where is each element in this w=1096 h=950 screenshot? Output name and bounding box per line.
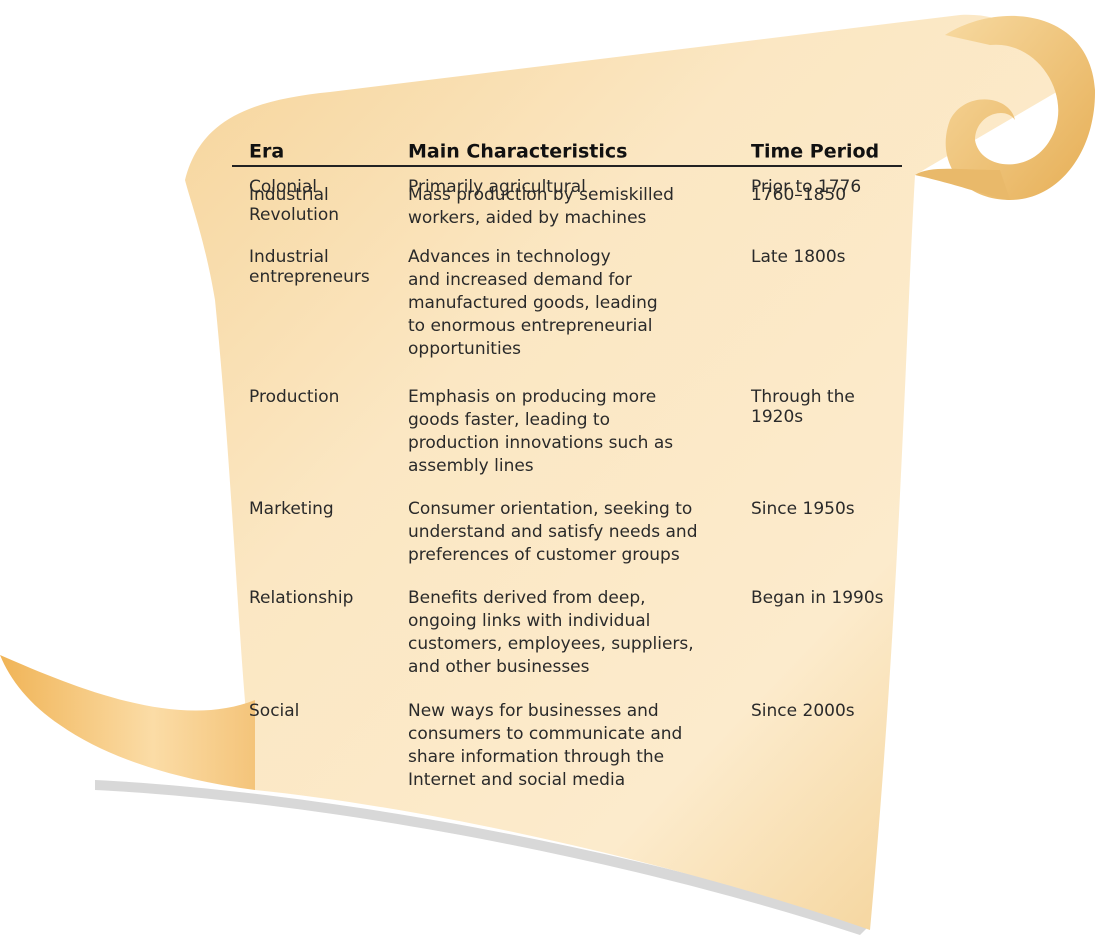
era-text: entrepreneurs xyxy=(249,267,370,287)
characteristics-text: Consumer orientation, seeking to xyxy=(408,499,692,519)
era-text: Production xyxy=(249,387,339,407)
header-cell: Main Characteristics xyxy=(408,141,627,163)
period-text: 1920s xyxy=(751,407,803,427)
characteristics-text: Advances in technology xyxy=(408,247,611,267)
period-text: Late 1800s xyxy=(751,247,846,267)
era-text: Colonial xyxy=(249,177,317,197)
characteristics-text: assembly lines xyxy=(408,456,534,476)
period-text: Since 2000s xyxy=(751,701,855,721)
period-text: Prior to 1776 xyxy=(751,177,861,197)
top-curl xyxy=(945,15,1096,201)
characteristics-text: Benefits derived from deep, xyxy=(408,588,646,608)
characteristics-text: New ways for businesses and xyxy=(408,701,659,721)
era-text: Industrial xyxy=(249,247,329,267)
characteristics-text: understand and satisfy needs and xyxy=(408,522,697,542)
characteristics-text: and other businesses xyxy=(408,657,590,677)
characteristics-text: Emphasis on producing more xyxy=(408,387,656,407)
scroll xyxy=(0,14,1096,935)
era-text: Revolution xyxy=(249,205,339,225)
period-text: Since 1950s xyxy=(751,499,855,519)
header-cell: Time Period xyxy=(751,141,879,163)
period-text: Began in 1990s xyxy=(751,588,884,608)
era-text: Industrial xyxy=(249,185,329,205)
characteristics-text: opportunities xyxy=(408,339,521,359)
characteristics-text: preferences of customer groups xyxy=(408,545,680,565)
characteristics-text: manufactured goods, leading xyxy=(408,293,658,313)
period-text: Through the xyxy=(750,387,855,407)
characteristics-text: production innovations such as xyxy=(408,433,673,453)
characteristics-text: ongoing links with individual xyxy=(408,611,650,631)
era-text: Marketing xyxy=(249,499,334,519)
characteristics-text: share information through the xyxy=(408,747,664,767)
header-cell: Era xyxy=(249,141,284,163)
era-text: Relationship xyxy=(249,588,353,608)
characteristics-text: to enormous entrepreneurial xyxy=(408,316,653,336)
table: Era Main Characteristics Time Period Coloni… xyxy=(249,141,884,791)
characteristics-text: Internet and social media xyxy=(408,770,625,790)
bottom-curl xyxy=(0,655,255,790)
era-text: Social xyxy=(249,701,299,721)
period-text: 1760–1850 xyxy=(751,185,846,205)
curl-shade xyxy=(915,168,1010,200)
characteristics-text: Primarily agricultural xyxy=(408,177,586,197)
characteristics-text: goods faster, leading to xyxy=(408,410,610,430)
paper xyxy=(185,14,1060,930)
characteristics-text: Mass production by semiskilled xyxy=(408,185,674,205)
characteristics-text: consumers to communicate and xyxy=(408,724,682,744)
characteristics-text: and increased demand for xyxy=(408,270,632,290)
characteristics-text: workers, aided by machines xyxy=(408,208,647,228)
characteristics-text: customers, employees, suppliers, xyxy=(408,634,694,654)
